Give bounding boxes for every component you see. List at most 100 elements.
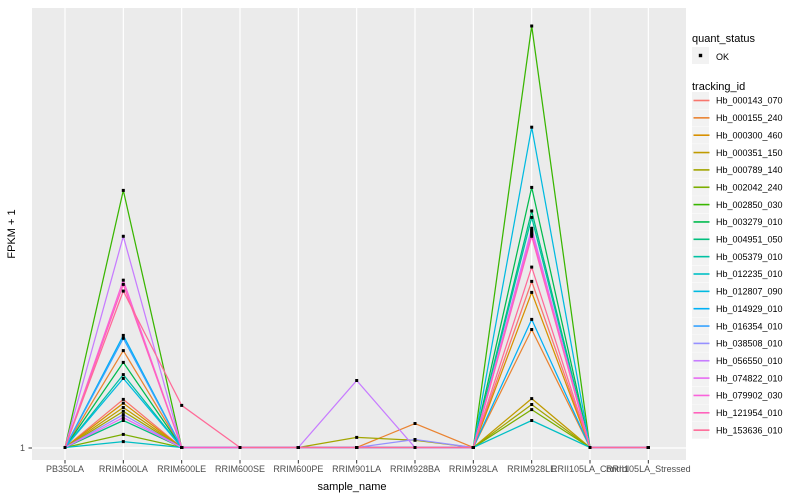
data-point [296, 446, 300, 449]
data-point [588, 446, 592, 449]
legend-entry-Hb_002850_030: Hb_002850_030 [692, 196, 783, 214]
data-point [63, 446, 67, 449]
data-point [530, 215, 534, 219]
data-point [121, 401, 125, 405]
data-point [530, 419, 534, 422]
data-point [121, 289, 125, 293]
data-point [121, 333, 125, 337]
data-point [180, 446, 184, 449]
legend-entry-label: Hb_074822_010 [716, 373, 783, 383]
x-tick-label: RRIM600LA [99, 464, 148, 474]
x-tick-label: RRIM600PE [273, 464, 323, 474]
legend-entry-Hb_000155_240: Hb_000155_240 [692, 109, 783, 127]
data-point [530, 397, 534, 401]
data-point [121, 409, 125, 413]
legend-entry-label: Hb_000300_460 [716, 130, 783, 140]
data-point [530, 328, 534, 331]
x-tick-label: RRIM928LA [449, 464, 498, 474]
legend-entry-Hb_012807_090: Hb_012807_090 [692, 282, 783, 300]
data-point [121, 413, 125, 417]
data-point [530, 185, 534, 189]
legend-entry-Hb_016354_010: Hb_016354_010 [692, 317, 783, 335]
data-point [121, 360, 125, 364]
x-tick-label: RRIM901LA [332, 464, 381, 474]
data-point [121, 406, 125, 409]
data-point [121, 336, 125, 340]
legend-entry-label: Hb_038508_010 [716, 339, 783, 349]
legend-entry-label: Hb_056550_010 [716, 356, 783, 366]
legend-entry-label: Hb_002850_030 [716, 200, 783, 210]
legend-entry-Hb_121954_010: Hb_121954_010 [692, 404, 783, 422]
legend-entry-Hb_004951_050: Hb_004951_050 [692, 230, 783, 248]
legend-entry-label: Hb_153636_010 [716, 425, 783, 435]
y-axis-title: FPKM + 1 [6, 209, 18, 258]
legend-entry-Hb_005379_010: Hb_005379_010 [692, 248, 783, 266]
legend-entry-label: Hb_005379_010 [716, 252, 783, 262]
data-point [530, 403, 534, 406]
x-tick-label: RRIM928LE [507, 464, 556, 474]
legend-entry-label: Hb_012235_010 [716, 269, 783, 279]
data-point [121, 188, 125, 192]
data-point [121, 376, 125, 380]
series-points-Hb_153636_010 [63, 265, 650, 449]
y-tick-label: 1 [20, 443, 25, 453]
data-point [530, 265, 534, 269]
legend-entry-label: Hb_000789_140 [716, 165, 783, 175]
plot-panel [32, 8, 686, 460]
data-point [121, 440, 125, 444]
legend-entry-Hb_056550_010: Hb_056550_010 [692, 352, 783, 370]
x-tick-label: RRIM600LE [157, 464, 206, 474]
data-points [63, 24, 650, 449]
legend-entry-Hb_079902_030: Hb_079902_030 [692, 387, 783, 404]
data-point [121, 349, 125, 353]
data-point [180, 403, 184, 407]
x-tick-label: PB350LA [46, 464, 84, 474]
legend-entry-label: Hb_016354_010 [716, 321, 783, 331]
legend-entry-Hb_012235_010: Hb_012235_010 [692, 265, 783, 283]
legend-entry-Hb_014929_010: Hb_014929_010 [692, 300, 783, 318]
data-point [646, 446, 650, 449]
data-point [471, 446, 475, 449]
legend-entry-label: Hb_012807_090 [716, 287, 783, 297]
ok-point-marker [698, 53, 703, 58]
legend-entry-list: Hb_000143_070 Hb_000155_240 Hb_000300_460 H… [692, 92, 783, 439]
legend-entry-label: Hb_000143_070 [716, 96, 783, 106]
legend: quant_status OK tracking_id Hb_000143_07… [692, 33, 783, 439]
legend-entry-label: Hb_121954_010 [716, 408, 783, 418]
data-point [355, 435, 359, 439]
data-point [530, 231, 534, 235]
legend-entry-label: Hb_004951_050 [716, 235, 783, 245]
legend-entry-Hb_002042_240: Hb_002042_240 [692, 178, 783, 196]
data-point [121, 416, 125, 420]
legend-title-tracking-id: tracking_id [692, 81, 745, 93]
legend-entry-Hb_000351_150: Hb_000351_150 [692, 144, 783, 162]
legend-label-ok: OK [716, 52, 729, 62]
legend-key-ok [692, 47, 709, 64]
data-point [355, 446, 359, 449]
data-point [530, 408, 534, 412]
x-axis-title: sample_name [317, 481, 386, 493]
legend-entry-label: Hb_003279_010 [716, 217, 783, 227]
data-point [121, 282, 125, 286]
legend-entry-label: Hb_000351_150 [716, 148, 783, 158]
legend-entry-label: Hb_002042_240 [716, 182, 783, 192]
legend-entry-Hb_003279_010: Hb_003279_010 [692, 213, 783, 231]
data-point [530, 229, 534, 233]
data-point [413, 422, 417, 425]
legend-title-quant-status: quant_status [692, 33, 755, 45]
data-point [530, 234, 534, 238]
panel-background [32, 8, 686, 460]
data-point [530, 125, 534, 129]
legend-entry-label: Hb_079902_030 [716, 391, 783, 401]
legend-entry-label: Hb_000155_240 [716, 113, 783, 123]
axes: PB350LA RRIM600LA RRIM600LE RRIM600SE RRIM60… [28, 447, 691, 474]
data-point [355, 379, 359, 382]
data-point [238, 446, 242, 449]
data-point [530, 317, 534, 321]
data-point [530, 279, 534, 283]
data-point [121, 373, 125, 377]
data-point [530, 24, 534, 28]
x-tick-label: RRIM928BA [390, 464, 440, 474]
